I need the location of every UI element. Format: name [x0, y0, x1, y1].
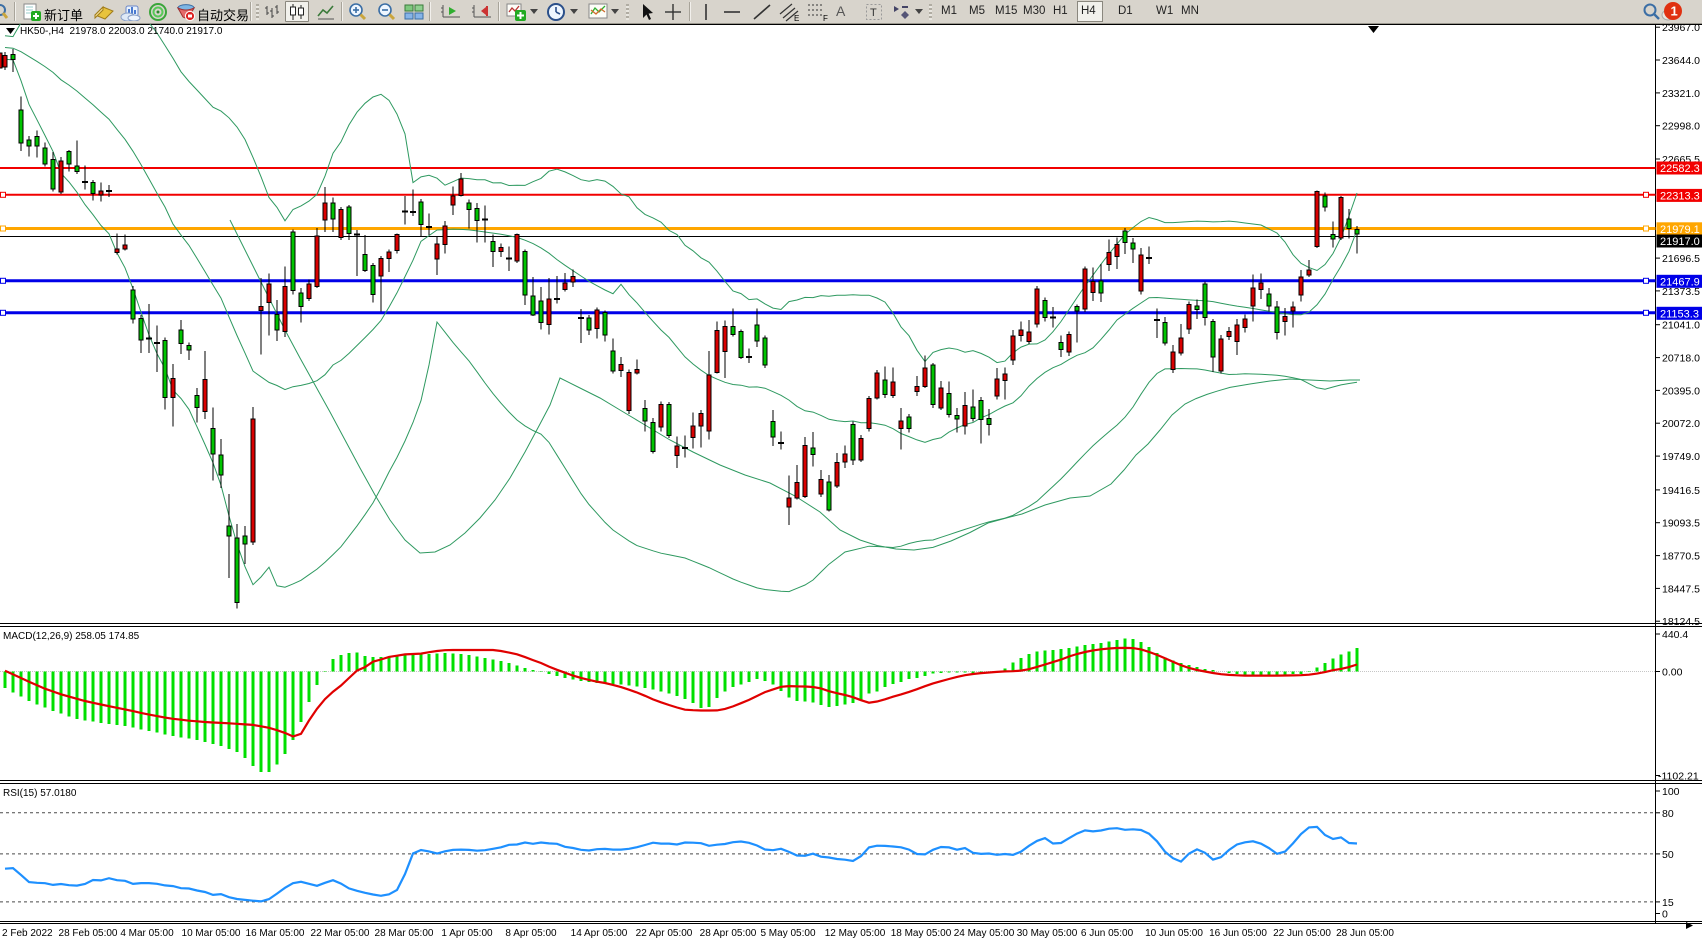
svg-text:20072.0: 20072.0	[1662, 418, 1700, 430]
svg-text:19749.0: 19749.0	[1662, 451, 1700, 463]
svg-text:2 Feb 2022: 2 Feb 2022	[2, 928, 53, 939]
svg-text:-1102.21: -1102.21	[1658, 771, 1699, 783]
svg-text:10 Jun 05:00: 10 Jun 05:00	[1145, 928, 1203, 939]
svg-text:28 Feb 05:00: 28 Feb 05:00	[59, 928, 118, 939]
svg-text:23321.0: 23321.0	[1662, 88, 1700, 100]
svg-text:22 Jun 05:00: 22 Jun 05:00	[1273, 928, 1331, 939]
svg-text:16 Mar 05:00: 16 Mar 05:00	[246, 928, 305, 939]
svg-text:23967.0: 23967.0	[1662, 22, 1700, 34]
svg-text:22 Apr 05:00: 22 Apr 05:00	[636, 928, 693, 939]
svg-text:21696.5: 21696.5	[1662, 253, 1700, 265]
svg-text:28 Mar 05:00: 28 Mar 05:00	[375, 928, 434, 939]
svg-text:440.4: 440.4	[1662, 629, 1688, 641]
svg-text:6 Jun 05:00: 6 Jun 05:00	[1081, 928, 1134, 939]
svg-text:23644.0: 23644.0	[1662, 55, 1700, 67]
svg-text:F: F	[823, 14, 828, 22]
svg-text:HK50-,H4 21978.0 22003.0 2174: HK50-,H4 21978.0 22003.0 21740.0 21917.0	[20, 26, 223, 37]
svg-text:RSI(15) 57.0180: RSI(15) 57.0180	[3, 788, 77, 799]
svg-text:19093.5: 19093.5	[1662, 518, 1700, 530]
svg-text:0.00: 0.00	[1662, 667, 1683, 679]
svg-text:0: 0	[1662, 909, 1668, 921]
svg-text:15: 15	[1662, 897, 1674, 909]
svg-text:18770.5: 18770.5	[1662, 551, 1700, 563]
svg-text:5 May 05:00: 5 May 05:00	[760, 928, 815, 939]
svg-text:4 Mar 05:00: 4 Mar 05:00	[120, 928, 174, 939]
svg-text:18 May 05:00: 18 May 05:00	[891, 928, 952, 939]
svg-text:19416.5: 19416.5	[1662, 485, 1700, 497]
svg-text:21153.3: 21153.3	[1660, 308, 1699, 320]
svg-text:28 Apr 05:00: 28 Apr 05:00	[700, 928, 757, 939]
svg-text:100: 100	[1662, 786, 1680, 798]
svg-text:21979.1: 21979.1	[1660, 224, 1700, 236]
svg-text:21041.0: 21041.0	[1662, 320, 1700, 332]
svg-text:22 Mar 05:00: 22 Mar 05:00	[311, 928, 370, 939]
svg-text:18447.5: 18447.5	[1662, 583, 1700, 595]
svg-text:24 May 05:00: 24 May 05:00	[954, 928, 1015, 939]
svg-text:MACD(12,26,9) 258.05 174.85: MACD(12,26,9) 258.05 174.85	[3, 631, 140, 642]
svg-text:E: E	[794, 14, 799, 22]
svg-text:T: T	[870, 7, 877, 19]
svg-text:21917.0: 21917.0	[1660, 236, 1700, 248]
svg-text:21373.5: 21373.5	[1662, 286, 1700, 298]
svg-text:28 Jun 05:00: 28 Jun 05:00	[1336, 928, 1394, 939]
svg-text:21467.9: 21467.9	[1660, 276, 1700, 288]
svg-text:12 May 05:00: 12 May 05:00	[825, 928, 886, 939]
svg-text:18124.5: 18124.5	[1662, 616, 1700, 628]
svg-text:20395.0: 20395.0	[1662, 385, 1700, 397]
svg-text:22998.0: 22998.0	[1662, 121, 1700, 133]
svg-text:1 Apr 05:00: 1 Apr 05:00	[441, 928, 493, 939]
svg-text:80: 80	[1662, 808, 1674, 820]
svg-text:50: 50	[1662, 849, 1674, 861]
svg-text:20718.0: 20718.0	[1662, 353, 1700, 365]
svg-text:10 Mar 05:00: 10 Mar 05:00	[182, 928, 241, 939]
svg-text:1: 1	[1671, 4, 1678, 19]
svg-text:16 Jun 05:00: 16 Jun 05:00	[1209, 928, 1267, 939]
svg-text:14 Apr 05:00: 14 Apr 05:00	[571, 928, 628, 939]
svg-text:30 May 05:00: 30 May 05:00	[1017, 928, 1078, 939]
svg-text:22582.3: 22582.3	[1660, 163, 1700, 175]
svg-text:8 Apr 05:00: 8 Apr 05:00	[505, 928, 557, 939]
svg-text:22313.3: 22313.3	[1660, 190, 1700, 202]
